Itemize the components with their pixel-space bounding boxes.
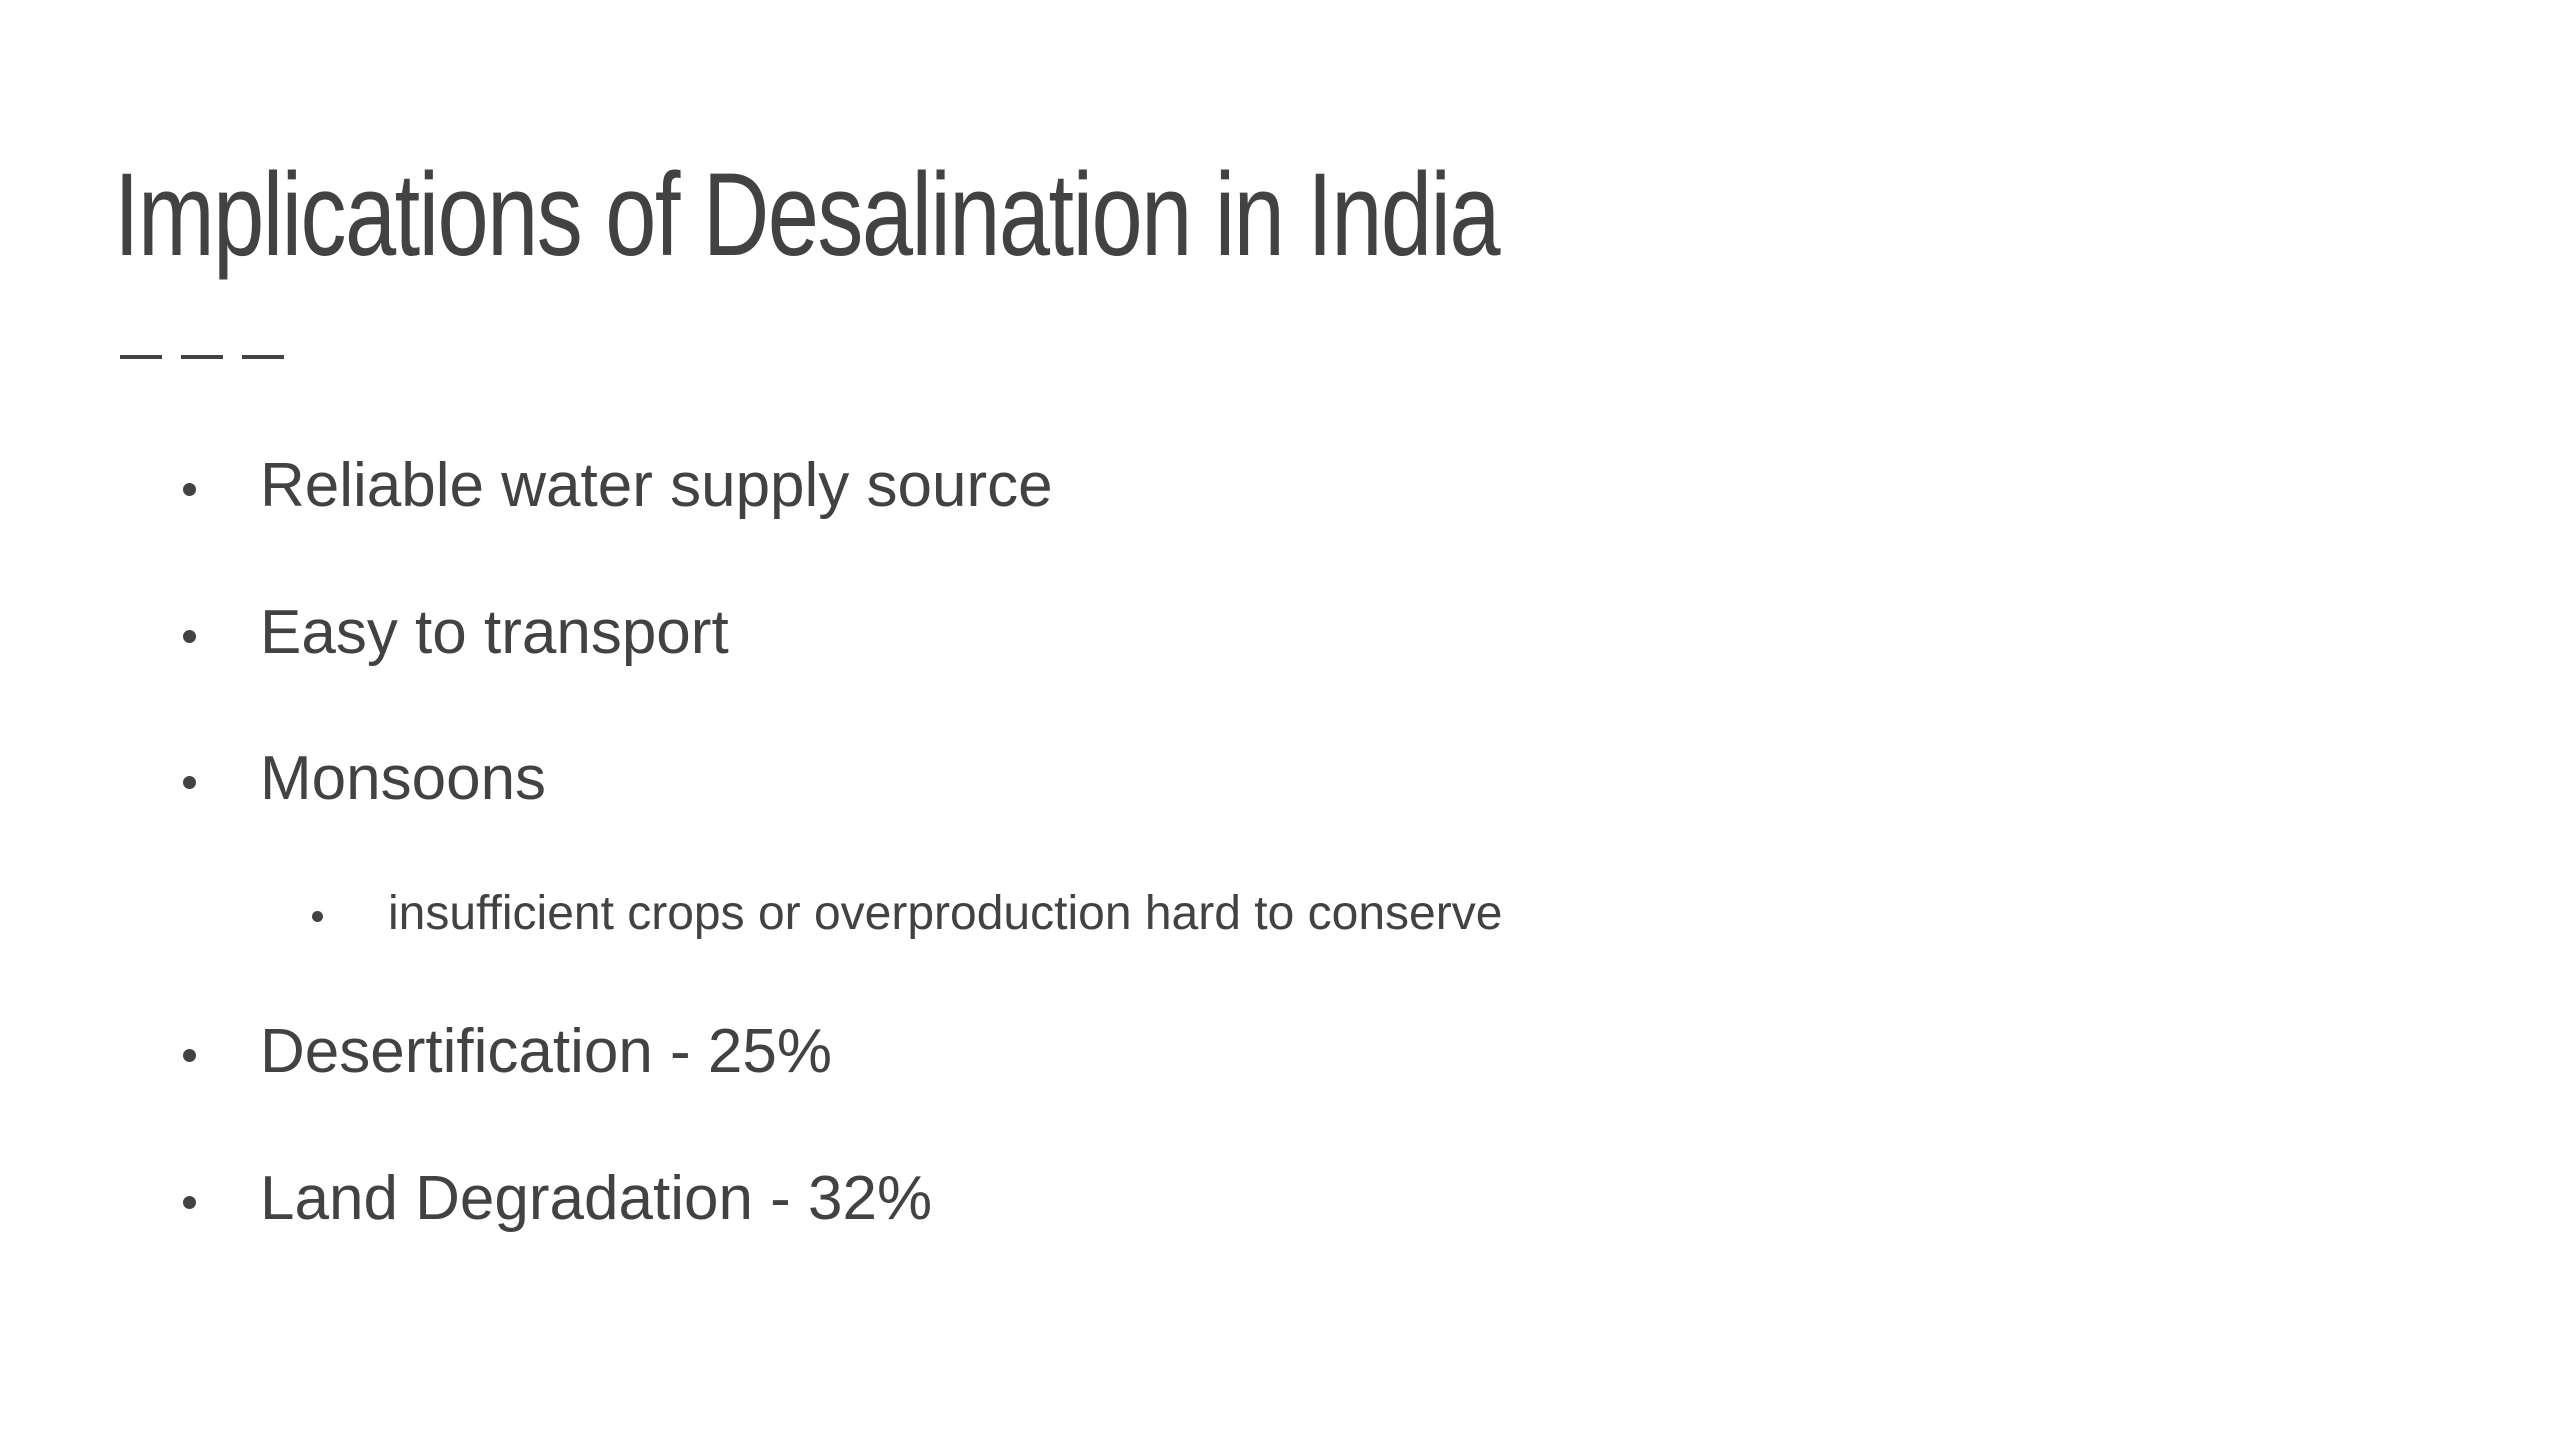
bullet-item: Monsoons xyxy=(183,743,547,815)
bullet-dot-icon xyxy=(312,911,323,922)
bullet-dot-icon xyxy=(183,630,196,643)
bullet-text: Monsoons xyxy=(260,744,547,813)
title-divider xyxy=(120,355,284,359)
sub-bullet-text: insufficient crops or overproduction har… xyxy=(388,887,1503,940)
bullet-item: Desertification - 25% xyxy=(183,1016,833,1088)
bullet-dot-icon xyxy=(183,483,196,496)
bullet-dot-icon xyxy=(183,1049,196,1062)
bullet-text: Reliable water supply source xyxy=(260,451,1053,520)
bullet-item: Easy to transport xyxy=(183,597,729,669)
bullet-item: Land Degradation - 32% xyxy=(183,1163,933,1235)
bullet-dot-icon xyxy=(183,776,196,789)
bullet-dot-icon xyxy=(183,1196,196,1209)
slide-title: Implications of Desalination in India xyxy=(114,149,1501,281)
bullet-text: Easy to transport xyxy=(260,598,729,667)
sub-bullet-item: insufficient crops or overproduction har… xyxy=(312,886,1503,942)
bullet-text: Desertification - 25% xyxy=(260,1017,833,1086)
bullet-item: Reliable water supply source xyxy=(183,450,1053,522)
bullet-text: Land Degradation - 32% xyxy=(260,1164,933,1233)
